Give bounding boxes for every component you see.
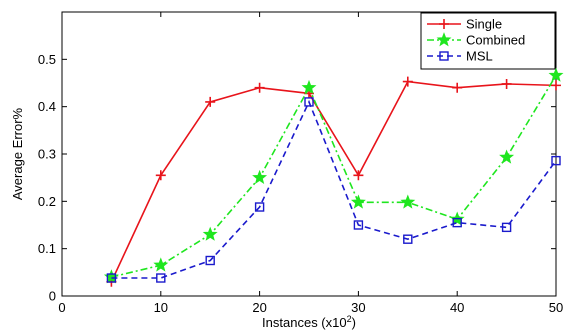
data-point-msl (205, 255, 215, 266)
data-point-single (551, 80, 561, 91)
legend-label-single: Single (466, 17, 502, 32)
data-point-msl (452, 217, 462, 228)
y-tick-label: 0.3 (38, 147, 56, 162)
data-point-msl (551, 155, 561, 166)
x-axis-label-main: Instances (x10 (262, 315, 347, 330)
data-point-single (353, 170, 364, 181)
data-point-msl (106, 273, 117, 283)
data-point-combined (153, 257, 169, 272)
data-point-single (254, 82, 265, 93)
axis-ticks: 0 10 20 30 40 50 0 0.1 0.2 0.3 0.4 0.5 (38, 12, 563, 315)
x-axis-label: Instances (x102) (262, 314, 356, 330)
data-point-combined (499, 149, 515, 164)
data-point-combined (252, 169, 268, 185)
y-axis-label: Average Error% (10, 107, 25, 200)
y-tick-label: 0.1 (38, 241, 56, 256)
x-tick-label: 40 (450, 300, 464, 315)
data-point-msl (156, 273, 166, 283)
series-line-combined (111, 75, 557, 278)
series-msl (106, 97, 561, 283)
y-tick-label: 0.2 (38, 194, 56, 209)
legend-marker-combined (436, 32, 452, 47)
legend-marker-msl (439, 51, 449, 61)
data-point-combined (103, 269, 119, 284)
x-tick-label: 20 (252, 300, 266, 315)
data-point-msl (254, 202, 265, 212)
data-point-msl (304, 97, 314, 107)
x-axis-label-exponent: 2 (347, 314, 352, 324)
series-line-msl (111, 99, 557, 279)
legend-label-msl: MSL (466, 49, 493, 64)
data-point-combined (548, 67, 564, 82)
data-point-single (402, 76, 413, 87)
series-line-single (110, 80, 557, 283)
y-tick-label: 0 (49, 289, 56, 304)
data-point-single (501, 78, 512, 89)
x-tick-label: 0 (58, 300, 65, 315)
data-point-msl (353, 220, 364, 230)
legend-label-combined: Combined (466, 33, 525, 48)
data-point-single (155, 170, 166, 181)
data-point-single (452, 82, 463, 93)
data-point-combined (301, 79, 317, 95)
data-point-combined (202, 226, 218, 241)
x-tick-label: 30 (351, 300, 365, 315)
y-tick-label: 0.5 (38, 52, 56, 67)
legend-marker-single (439, 19, 449, 29)
data-point-single (205, 96, 216, 107)
data-point-combined (400, 194, 416, 209)
x-tick-label: 50 (549, 300, 563, 315)
x-axis-label-suffix: ) (352, 315, 356, 330)
x-tick-label: 10 (154, 300, 168, 315)
data-point-msl (501, 222, 512, 233)
y-tick-label: 0.4 (38, 99, 56, 114)
data-point-combined (350, 194, 366, 209)
data-point-msl (403, 234, 413, 244)
series-layer (103, 67, 564, 287)
